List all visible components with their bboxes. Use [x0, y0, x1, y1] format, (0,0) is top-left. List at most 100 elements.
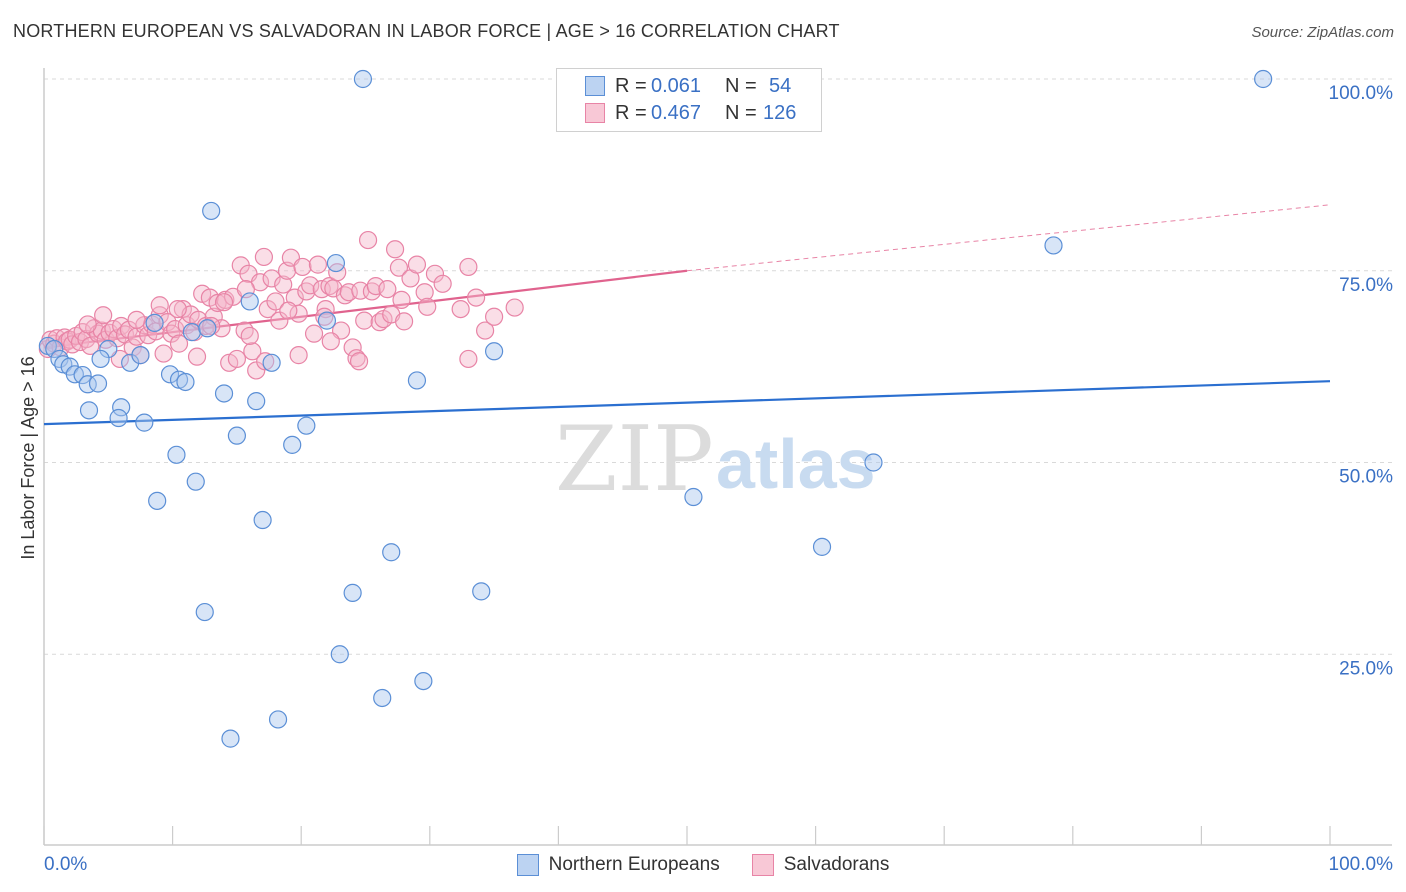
salvadoran-point — [418, 297, 437, 316]
northern-european-point — [343, 583, 362, 602]
salvadoran-point — [459, 257, 478, 277]
northern-european-point — [176, 372, 195, 392]
n-label: N = — [725, 74, 757, 97]
northern-european-point — [472, 582, 491, 601]
salvadoran-point — [358, 230, 378, 250]
northern-european-point — [131, 346, 150, 365]
salvadoran-point — [347, 349, 366, 368]
watermark-atlas: atlas — [716, 425, 876, 503]
northern-european-point — [240, 292, 259, 311]
salvadoran-point — [289, 346, 308, 365]
r-value: 0.467 — [651, 101, 702, 124]
northern-european-point — [202, 201, 221, 221]
salvadoran-point — [316, 300, 335, 319]
salvadoran-point — [150, 296, 169, 315]
source-label: Source: ZipAtlas.com — [1251, 24, 1394, 41]
northern-european-point — [283, 435, 302, 454]
series-legend: Northern Europeans Salvadorans — [0, 851, 1406, 879]
salvadoran-point — [407, 255, 427, 274]
northern-european-point — [79, 401, 99, 420]
salvadoran-point — [304, 324, 324, 343]
northern-european-point — [253, 510, 272, 530]
watermark: ZIP atlas — [555, 407, 876, 512]
r-value: 0.061 — [651, 74, 702, 97]
northern-european-point — [414, 671, 433, 691]
salvadoran-point — [308, 255, 328, 274]
axes — [43, 68, 1392, 846]
salvadoran-point — [459, 349, 478, 369]
salvadoran-point — [227, 349, 246, 369]
grid-lines — [44, 78, 1392, 655]
salvadoran-point — [78, 315, 97, 334]
northern-european-point — [1044, 236, 1063, 255]
northern-european-point — [221, 729, 240, 748]
northern-european-point — [167, 445, 186, 464]
northern-european-point — [317, 311, 337, 330]
y-tick-label: 100.0% — [1329, 83, 1394, 104]
legend-row-northern-europeans: R = 0.061 N = 54 — [557, 72, 791, 100]
northern-european-point — [268, 710, 288, 729]
trendlines — [43, 204, 1331, 426]
n-label: N = — [725, 101, 757, 124]
correlation-legend: R = 0.061 N = 54 R = 0.467 N = 126 — [556, 68, 822, 132]
northern-european-point — [297, 416, 316, 435]
salvadoran-point — [355, 311, 374, 330]
x-tick-label: 100.0% — [1329, 854, 1394, 875]
northern-european-point — [198, 319, 217, 338]
northern-european-point — [373, 688, 392, 708]
northern-european-point — [684, 487, 703, 507]
salvadorans-points — [38, 230, 524, 380]
northern-european-point — [160, 365, 180, 384]
salvadoran-point — [366, 276, 385, 296]
northern-european-point — [91, 349, 110, 369]
legend-label: Northern Europeans — [548, 854, 720, 875]
salvadoran-point — [214, 293, 234, 312]
y-tick-label: 75.0% — [1339, 275, 1393, 296]
legend-item-northern-europeans: Northern Europeans — [516, 854, 720, 876]
northern-european-point — [326, 253, 346, 273]
salvadoran-point — [94, 306, 113, 325]
northern-european-point — [812, 537, 832, 556]
northern-european-point — [227, 426, 246, 445]
salvadoran-point — [392, 290, 411, 309]
blue-swatch — [585, 76, 605, 96]
northern-european-point — [1254, 69, 1273, 89]
salvadoran-point — [154, 344, 173, 363]
salvadoran-point — [321, 332, 340, 351]
northern-european-point — [247, 392, 266, 411]
salvadoran-point — [279, 301, 298, 320]
salvadoran-point — [385, 240, 405, 259]
northern-european-point — [214, 384, 234, 403]
salvadoran-point — [293, 257, 312, 277]
salvadoran-point — [301, 276, 320, 295]
r-label: R = — [615, 101, 647, 124]
northern-european-point — [65, 365, 84, 384]
northern-european-point — [485, 342, 504, 361]
salvadoran-point — [389, 258, 409, 277]
salvadoran-point — [123, 338, 142, 357]
salvadoran-point — [168, 300, 187, 319]
salvadoran-point — [394, 312, 414, 331]
northern-european-point — [148, 491, 167, 510]
salvadoran-point — [262, 269, 281, 288]
salvadoran-point — [425, 264, 445, 283]
northern-european-point — [195, 602, 214, 622]
y-tick-label: 25.0% — [1339, 658, 1393, 679]
salvadoran-point — [127, 310, 146, 329]
trendline-salvadorans-extension — [686, 204, 1331, 272]
northern-european-point — [407, 371, 427, 390]
y-tick-label: 50.0% — [1339, 467, 1393, 488]
northern-european-point — [186, 472, 205, 491]
salvadoran-point — [254, 247, 274, 267]
trendline-salvadorans — [43, 269, 688, 349]
salvadoran-point — [328, 263, 347, 282]
legend-item-salvadorans: Salvadorans — [751, 854, 889, 876]
x-tick-label: 0.0% — [44, 854, 87, 875]
salvadoran-point — [258, 300, 277, 319]
salvadoran-point — [433, 274, 452, 293]
n-value: 54 — [769, 74, 792, 97]
trendline-northern-europeans — [43, 380, 1331, 426]
northern-european-point — [353, 69, 373, 89]
northern-european-point — [121, 353, 140, 372]
